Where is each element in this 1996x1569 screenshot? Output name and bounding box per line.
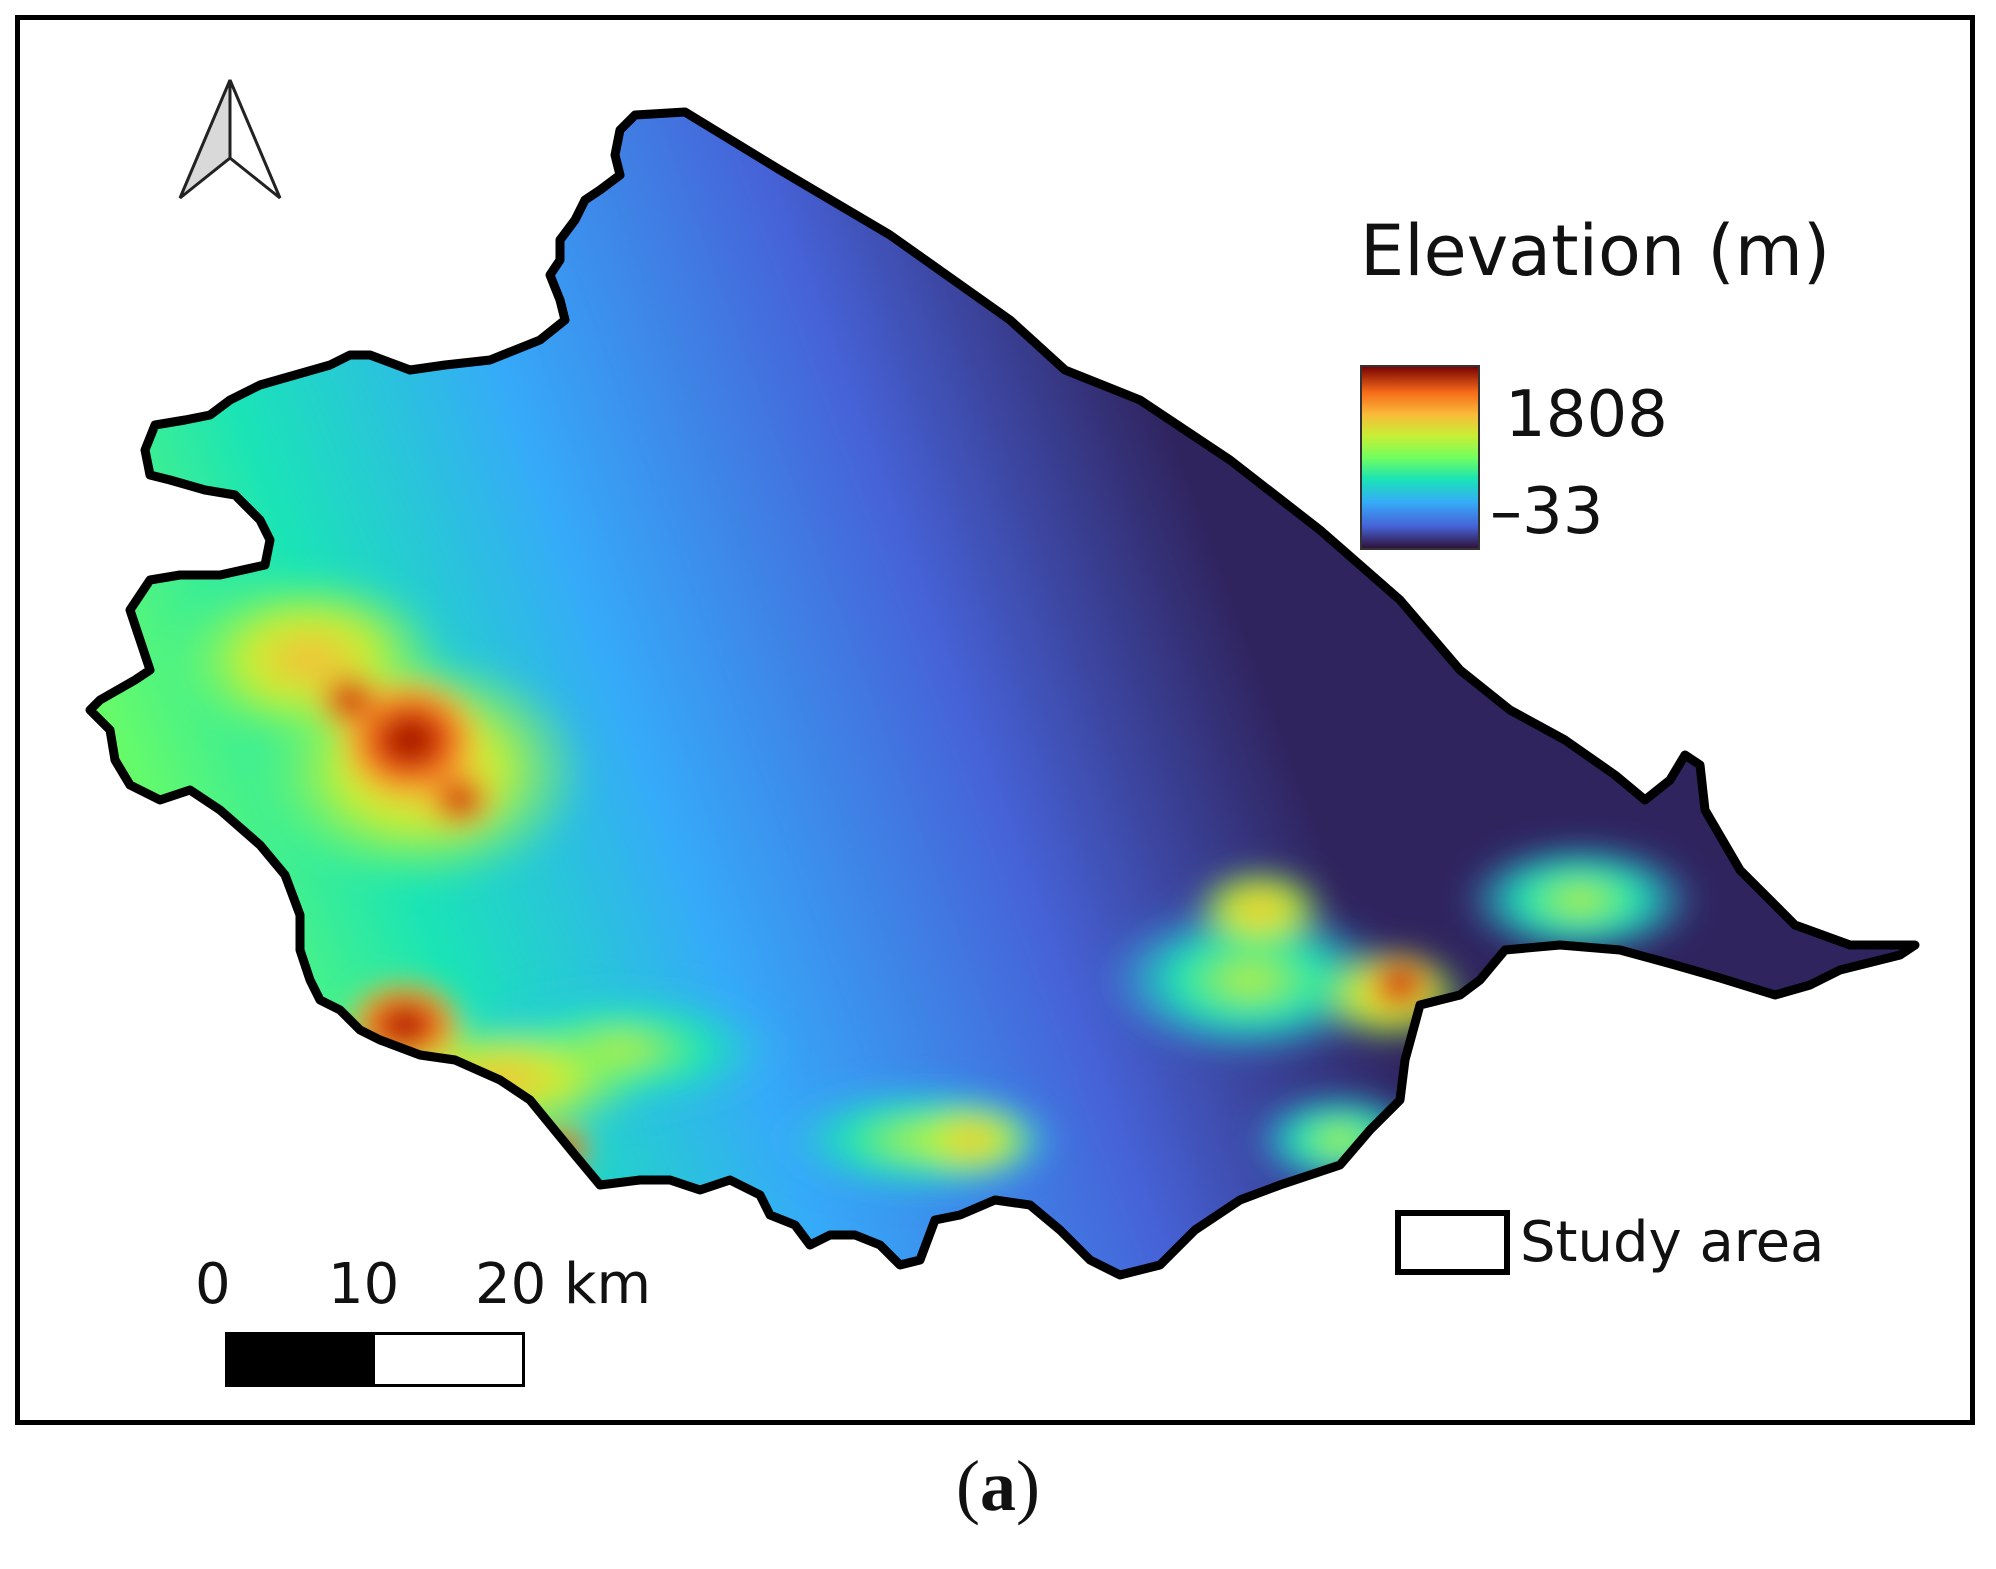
panel-label-open: ( (956, 1446, 980, 1526)
elevation-map (20, 79, 1975, 1425)
scale-bar-white-segment (375, 1335, 522, 1384)
colorbar-max-label: 1808 (1505, 378, 1668, 452)
panel-label-close: ) (1016, 1446, 1040, 1526)
scale-bar (225, 1332, 525, 1387)
scale-tick-20: 20 km (475, 1252, 652, 1317)
scale-tick-10: 10 (328, 1252, 400, 1317)
scale-bar-black-segment (228, 1335, 375, 1384)
legend-title: Elevation (m) (1360, 210, 1831, 292)
study-area-swatch (1395, 1210, 1510, 1275)
panel-label-letter: a (980, 1446, 1016, 1526)
north-arrow-icon (178, 79, 282, 200)
map-frame: Elevation (m) 1808 –33 Study area 0 10 2… (15, 15, 1975, 1425)
elevation-colorbar (1360, 365, 1480, 550)
scale-tick-0: 0 (195, 1252, 231, 1317)
colorbar-min-label: –33 (1490, 475, 1604, 549)
study-area-label: Study area (1520, 1210, 1825, 1275)
panel-label: (a) (0, 1445, 1996, 1528)
